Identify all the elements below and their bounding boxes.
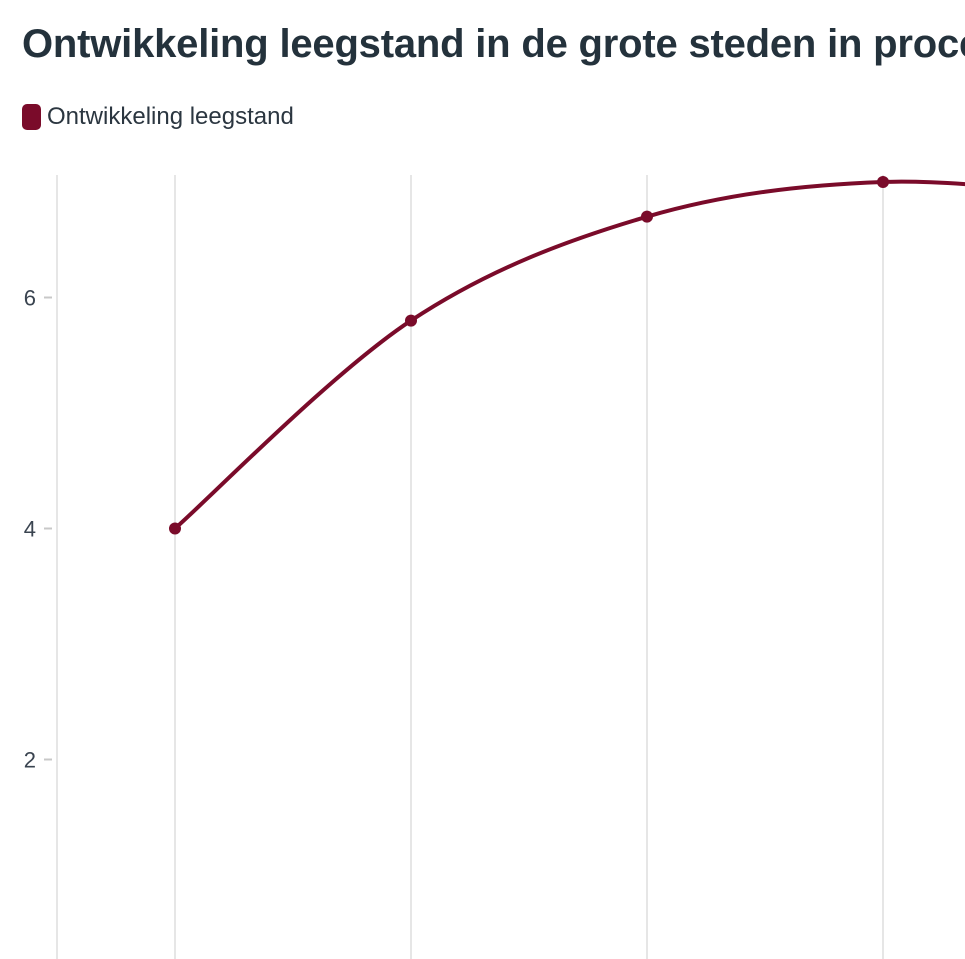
legend-swatch (22, 104, 41, 130)
data-point-3[interactable] (877, 176, 889, 188)
series-line (173, 179, 965, 531)
chart-title: Ontwikkeling leegstand in de grote stede… (22, 22, 965, 66)
legend-label: Ontwikkeling leegstand (47, 103, 294, 130)
data-point-2[interactable] (641, 210, 653, 223)
y-tick-label: 4 (24, 517, 36, 542)
y-axis: 2 4 6 (24, 286, 52, 773)
legend[interactable]: Ontwikkeling leegstand (22, 103, 294, 131)
series-layer (169, 176, 965, 535)
grid-lines (56, 175, 884, 959)
y-tick-label: 2 (24, 748, 36, 773)
data-point-0[interactable] (169, 522, 181, 535)
data-point-1[interactable] (405, 314, 417, 327)
y-tick-label: 6 (24, 286, 36, 311)
